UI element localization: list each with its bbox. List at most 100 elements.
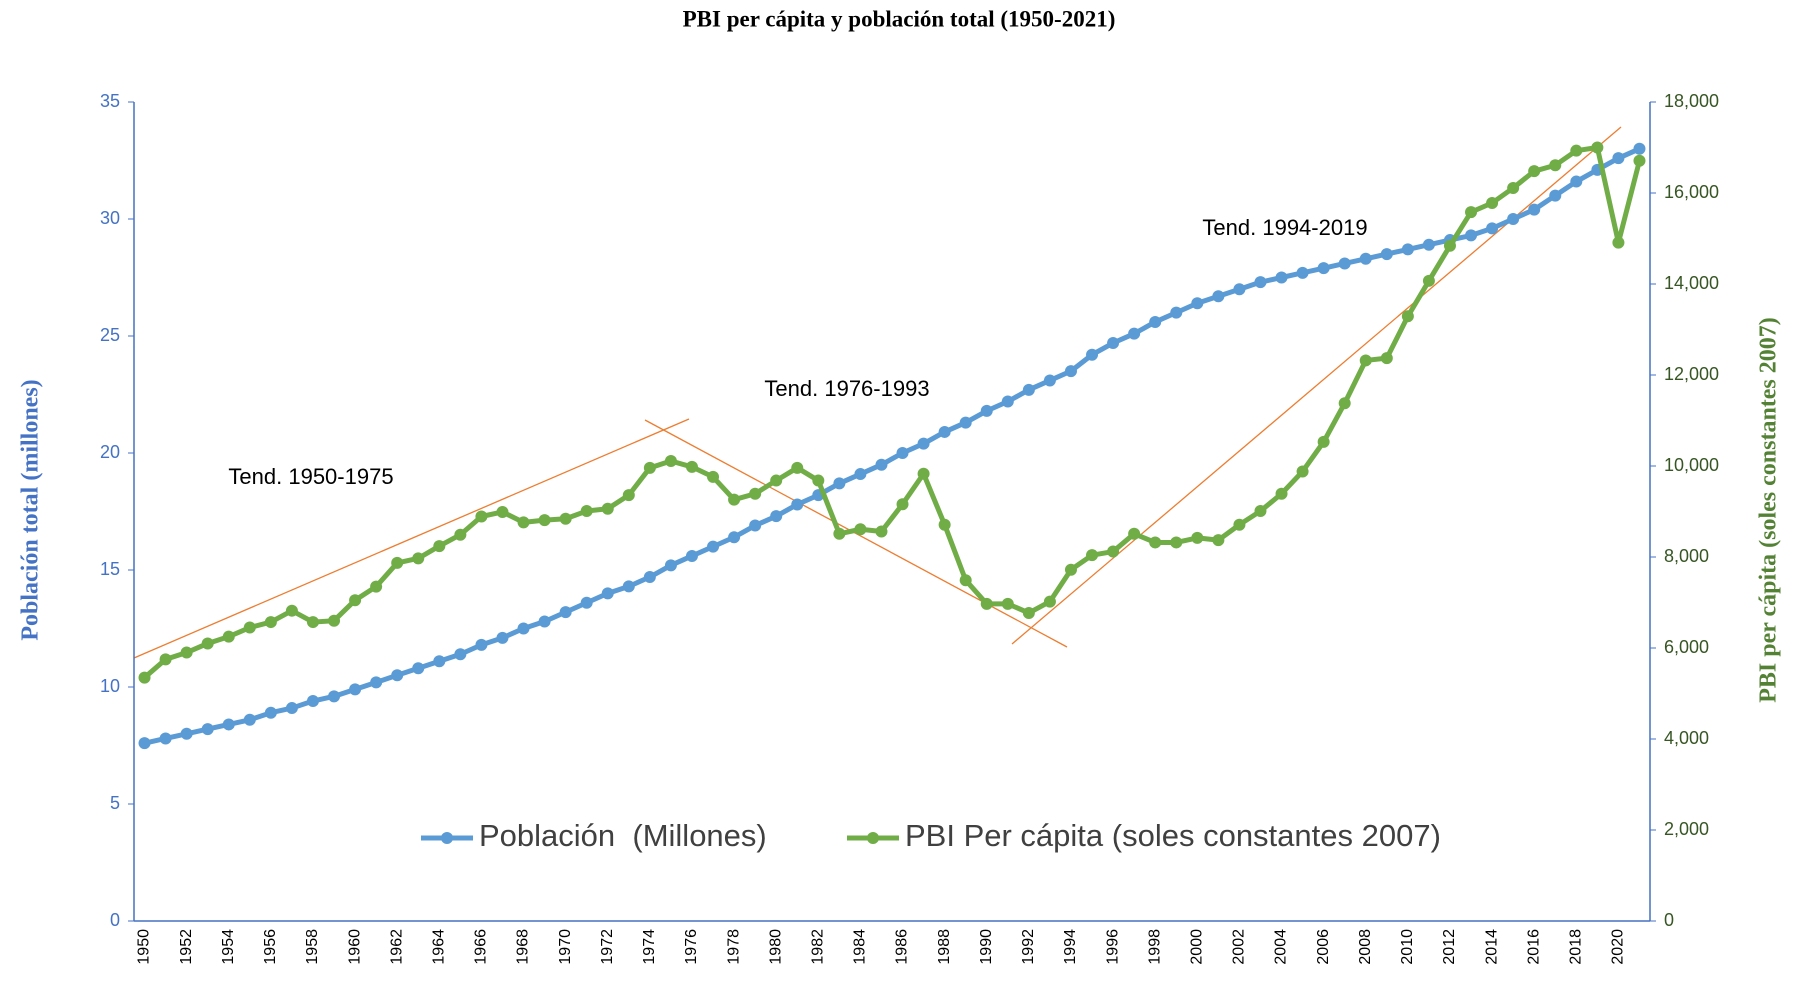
data-point <box>328 690 341 703</box>
data-point <box>1443 239 1456 252</box>
x-tick-label: 2020 <box>1610 929 1627 965</box>
legend-label: PBI Per cápita (soles constantes 2007) <box>905 818 1441 853</box>
data-point <box>1149 536 1162 549</box>
y2-tick-label: 0 <box>1664 910 1674 930</box>
y-tick-label: 5 <box>110 793 120 813</box>
x-tick-label: 2004 <box>1273 929 1290 965</box>
x-tick-label: 1972 <box>599 929 616 965</box>
x-tick-label: 1992 <box>1020 929 1037 965</box>
data-point <box>559 512 572 525</box>
data-point <box>728 493 741 506</box>
data-point <box>1107 545 1120 558</box>
data-point <box>285 604 298 617</box>
x-tick-label: 1990 <box>978 929 995 965</box>
data-point <box>1107 337 1120 350</box>
data-point <box>1275 487 1288 500</box>
data-point <box>475 638 488 651</box>
y2-tick-label: 16,000 <box>1664 182 1719 202</box>
y-tick-label: 25 <box>100 325 120 345</box>
data-point <box>980 404 993 417</box>
data-point <box>222 718 235 731</box>
data-point <box>917 467 930 480</box>
data-point <box>1465 229 1478 242</box>
x-tick-label: 1978 <box>725 929 742 965</box>
x-tick-label: 1976 <box>683 929 700 965</box>
data-point <box>728 531 741 544</box>
y2-tick-label: 14,000 <box>1664 273 1719 293</box>
legend-label: Población (Millones) <box>479 818 767 853</box>
data-point <box>1380 352 1393 365</box>
data-point <box>1128 327 1141 340</box>
x-tick-label: 1996 <box>1104 929 1121 965</box>
x-tick-label: 1986 <box>894 929 911 965</box>
data-point <box>222 630 235 643</box>
data-point <box>643 461 656 474</box>
data-point <box>812 474 825 487</box>
data-point <box>159 653 172 666</box>
data-point <box>1086 348 1099 361</box>
data-point <box>243 713 256 726</box>
x-tick-label: 2006 <box>1315 929 1332 965</box>
legend-marker <box>867 832 879 844</box>
data-point <box>622 580 635 593</box>
data-point <box>791 498 804 511</box>
data-point <box>264 616 277 629</box>
x-tick-label: 2016 <box>1525 929 1542 965</box>
data-point <box>707 470 720 483</box>
data-point <box>601 587 614 600</box>
data-point <box>1359 252 1372 265</box>
data-point <box>770 510 783 523</box>
data-point <box>538 615 551 628</box>
data-point <box>306 616 319 629</box>
data-point <box>180 727 193 740</box>
y-tick-label: 20 <box>100 442 120 462</box>
data-point <box>938 518 951 531</box>
data-point <box>1549 189 1562 202</box>
y2-axis-label: PBI per cápita (soles constantes 2007) <box>1756 317 1782 703</box>
data-point <box>1549 159 1562 172</box>
data-point <box>707 540 720 553</box>
data-point <box>938 425 951 438</box>
data-point <box>1086 549 1099 562</box>
x-tick-label: 2010 <box>1399 929 1416 965</box>
y-tick-label: 10 <box>100 676 120 696</box>
annotation: Tend. 1976-1993 <box>764 376 929 401</box>
data-point <box>580 505 593 518</box>
data-point <box>1149 315 1162 328</box>
data-point <box>833 477 846 490</box>
data-point <box>1507 213 1520 225</box>
data-point <box>1043 374 1056 387</box>
data-point <box>580 596 593 609</box>
data-point <box>833 527 846 540</box>
data-point <box>454 528 467 541</box>
data-point <box>538 514 551 527</box>
data-point <box>433 655 446 668</box>
trend-line <box>1011 126 1622 645</box>
data-point <box>1317 435 1330 448</box>
data-point <box>1338 397 1351 410</box>
data-point <box>1591 141 1604 154</box>
x-tick-label: 1966 <box>473 929 490 965</box>
x-tick-label: 2008 <box>1357 929 1374 965</box>
data-point <box>1233 518 1246 531</box>
y-tick-label: 15 <box>100 559 120 579</box>
x-tick-label: 1954 <box>220 929 237 965</box>
data-point <box>622 489 635 502</box>
x-tick-label: 2014 <box>1483 929 1500 965</box>
data-point <box>1633 142 1646 155</box>
data-point <box>1275 271 1288 284</box>
data-point <box>1064 365 1077 378</box>
data-point <box>412 662 425 675</box>
data-point <box>1001 597 1014 610</box>
x-tick-label: 1952 <box>178 929 195 965</box>
data-point <box>1001 395 1014 408</box>
data-point <box>559 606 572 619</box>
x-tick-label: 1962 <box>388 929 405 965</box>
trend-line <box>644 419 1068 648</box>
data-point <box>1528 165 1541 178</box>
data-point <box>664 454 677 467</box>
data-point <box>1191 297 1204 310</box>
data-point <box>138 671 151 684</box>
